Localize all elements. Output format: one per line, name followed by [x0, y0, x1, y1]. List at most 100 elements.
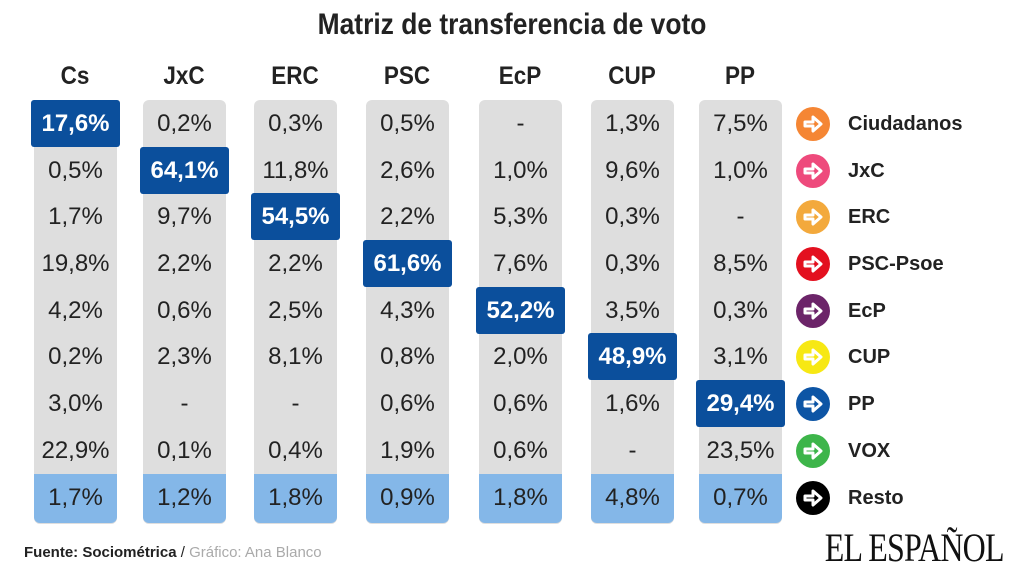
table-cell: 61,6%	[363, 240, 452, 287]
legend-label: Resto	[848, 486, 904, 509]
table-cell: 0,3%	[605, 250, 660, 277]
source: Fuente: Sociométrica	[24, 544, 177, 561]
arrow-right-icon	[796, 434, 830, 468]
table-cell: 3,0%	[48, 390, 103, 417]
table-cell: 1,7%	[34, 474, 117, 523]
legend-label: PP	[848, 392, 875, 415]
legend-label: PSC-Psoe	[848, 252, 944, 275]
table-cell: 2,2%	[380, 203, 435, 230]
column-erc: 0,3% 11,8% 54,5% 2,2% 2,5% 8,1% - 0,4% 1,8%	[251, 100, 340, 524]
table-cell: 64,1%	[140, 147, 229, 194]
credit: Gráfico: Ana Blanco	[189, 544, 322, 561]
arrow-right-icon	[796, 340, 830, 374]
table-cell: 0,2%	[48, 343, 103, 370]
table-cell: 9,6%	[605, 157, 660, 184]
table-cell: 1,7%	[48, 203, 103, 230]
table-cell: 1,0%	[493, 157, 548, 184]
arrow-right-icon	[796, 107, 830, 141]
table-cell: 0,3%	[268, 110, 323, 137]
table-cell: 0,2%	[157, 110, 212, 137]
table-cell: 0,6%	[157, 297, 212, 324]
table-cell: 29,4%	[696, 380, 785, 427]
table-cell: -	[516, 110, 525, 137]
legend-item: CUP	[796, 337, 890, 377]
table-cell: 2,5%	[268, 297, 323, 324]
table-cell: 0,7%	[699, 474, 782, 523]
logo: EL ESPAÑOL	[825, 525, 1005, 570]
table-cell: 1,0%	[713, 157, 768, 184]
table-cell: 19,8%	[41, 250, 110, 277]
table-cell: -	[736, 203, 745, 230]
table-cell: 4,8%	[591, 474, 674, 523]
table-cell: -	[291, 390, 300, 417]
legend-item: JxC	[796, 151, 885, 191]
table-cell: 11,8%	[262, 157, 329, 184]
separator: /	[176, 544, 190, 561]
table-cell: 2,2%	[268, 250, 323, 277]
arrow-right-icon	[796, 200, 830, 234]
legend-label: JxC	[848, 159, 885, 182]
legend-item: PSC-Psoe	[796, 244, 944, 284]
column-ecp: - 1,0% 5,3% 7,6% 52,2% 2,0% 0,6% 0,6% 1,8%	[476, 100, 565, 524]
table-cell: 0,8%	[380, 343, 435, 370]
legend-label: EcP	[848, 299, 886, 322]
table-cell: 1,8%	[254, 474, 337, 523]
column-header: JxC	[163, 62, 205, 90]
table-cell: 2,0%	[493, 343, 548, 370]
chart-title: Matriz de transferencia de voto	[317, 8, 707, 41]
column-header: PSC	[383, 62, 431, 90]
table-cell: 52,2%	[476, 287, 565, 334]
arrow-right-icon	[796, 387, 830, 421]
table-cell: 1,2%	[143, 474, 226, 523]
table-cell: 0,3%	[605, 203, 660, 230]
table-cell: 8,1%	[268, 343, 323, 370]
legend-label: VOX	[848, 439, 891, 462]
table-cell: 54,5%	[251, 193, 340, 240]
table-cell: -	[180, 390, 189, 417]
table-cell: 8,5%	[713, 250, 768, 277]
legend-item: Ciudadanos	[796, 104, 962, 144]
table-cell: 0,5%	[48, 157, 103, 184]
table-cell: 0,5%	[380, 110, 435, 137]
arrow-right-icon	[796, 154, 830, 188]
legend-item: PP	[796, 384, 875, 424]
table-cell: 5,3%	[493, 203, 548, 230]
table-cell: 0,6%	[380, 390, 435, 417]
table-cell: 4,2%	[48, 297, 103, 324]
column-header: ERC	[271, 62, 319, 90]
table-cell: 23,5%	[706, 437, 775, 464]
column-header: EcP	[498, 62, 542, 90]
column-psc: 0,5% 2,6% 2,2% 61,6% 4,3% 0,8% 0,6% 1,9% 0,9%	[363, 100, 452, 524]
table-cell: 0,4%	[268, 437, 323, 464]
table-cell: 1,8%	[479, 474, 562, 523]
legend-item: EcP	[796, 291, 886, 331]
table-cell: 0,6%	[493, 437, 548, 464]
table-cell: 3,1%	[713, 343, 768, 370]
arrow-right-icon	[796, 247, 830, 281]
table-cell: 7,5%	[713, 110, 768, 137]
table-cell: 2,6%	[380, 157, 435, 184]
column-cs: 17,6% 0,5% 1,7% 19,8% 4,2% 0,2% 3,0% 22,9% 1,7%	[31, 100, 120, 524]
arrow-right-icon	[796, 481, 830, 515]
table-cell: 1,9%	[380, 437, 435, 464]
table-cell: 7,6%	[493, 250, 548, 277]
legend-label: CUP	[848, 345, 891, 368]
table-cell: 2,2%	[157, 250, 212, 277]
table-cell: 9,7%	[157, 203, 212, 230]
column-jxc: 0,2% 64,1% 9,7% 2,2% 0,6% 2,3% - 0,1% 1,2%	[140, 100, 229, 524]
table-cell: 1,3%	[605, 110, 660, 137]
table-cell: 22,9%	[41, 437, 110, 464]
table-cell: 3,5%	[605, 297, 660, 324]
table-cell: -	[628, 437, 637, 464]
table-cell: 0,3%	[713, 297, 768, 324]
legend-label: Ciudadanos	[848, 112, 963, 135]
table-cell: 48,9%	[588, 333, 677, 380]
column-pp: 7,5% 1,0% - 8,5% 0,3% 3,1% 29,4% 23,5% 0,7%	[696, 100, 785, 524]
legend-item: ERC	[796, 197, 890, 237]
table-cell: 0,9%	[366, 474, 449, 523]
column-header: Cs	[60, 62, 90, 90]
table-cell: 0,6%	[493, 390, 548, 417]
legend-item: Resto	[796, 478, 904, 518]
table-cell: 2,3%	[157, 343, 212, 370]
legend-item: VOX	[796, 431, 890, 471]
